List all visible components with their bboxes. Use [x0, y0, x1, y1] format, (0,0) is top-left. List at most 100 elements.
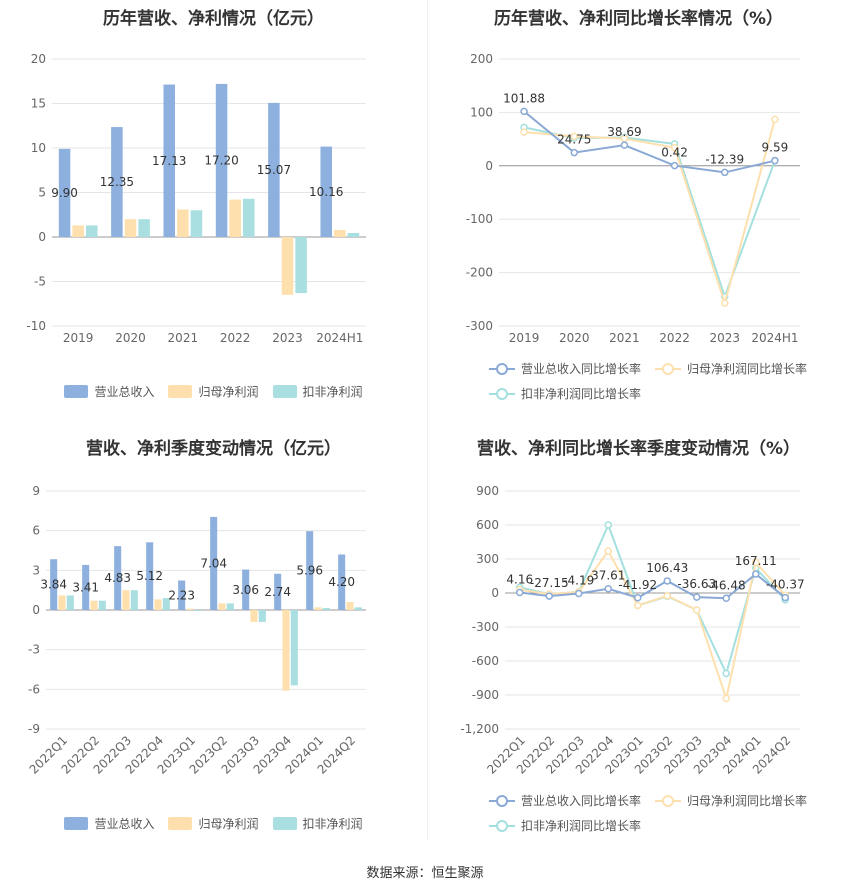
data-point: [721, 168, 729, 177]
legend-label: 归母净利润同比增长率: [687, 794, 808, 808]
y-tick-label: 9: [32, 484, 40, 498]
data-point: [663, 592, 671, 600]
data-point: [520, 128, 528, 136]
legend-item-deducted-profit[interactable]: 扣非净利润: [272, 383, 363, 400]
data-label: 0.42: [661, 146, 688, 160]
legend-item-revenue-yoy[interactable]: 营业总收入同比增长率: [489, 360, 641, 377]
y-tick-label: 0: [491, 586, 499, 600]
data-label: 3.41: [72, 580, 99, 594]
bar: [177, 209, 189, 237]
data-point: [604, 547, 612, 555]
bar: [295, 237, 307, 294]
bar: [268, 102, 280, 237]
data-point: [693, 606, 701, 614]
series-line: [523, 110, 776, 174]
bar: [338, 554, 346, 610]
bar: [58, 148, 71, 237]
legend-item-net-profit-yoy[interactable]: 归母净利润同比增长率: [655, 360, 807, 377]
bar: [347, 232, 360, 237]
data-label: 37.61: [591, 569, 625, 583]
x-tick-label: 2021: [168, 331, 199, 345]
bar: [162, 598, 170, 610]
bar: [72, 225, 84, 237]
quarterly-bar-chart: -9 -6 -3 0 3 6 9 3.84 3.41 4.83 5.12 2.23 7.04 3.06 2.…: [27, 484, 366, 777]
line-symbol: [489, 387, 515, 400]
legend-label: 营业总收入: [94, 385, 155, 399]
y-tick-label: -600: [472, 654, 499, 668]
y-tick-label: -6: [28, 682, 40, 696]
data-point: [663, 577, 671, 585]
bar: [98, 600, 106, 610]
data-point: [693, 593, 701, 601]
data-point: [722, 694, 730, 703]
legend-label: 扣非净利润同比增长率: [521, 387, 642, 401]
legend-item-net-profit-yoy[interactable]: 归母净利润同比增长率: [655, 792, 807, 809]
bar: [242, 569, 250, 610]
x-tick-label: 2019: [509, 331, 540, 345]
x-tick-label: 2023: [272, 331, 303, 345]
data-point: [575, 589, 583, 598]
data-label: 10.16: [309, 185, 343, 199]
y-tick-label: 5: [38, 186, 46, 200]
legend-item-deducted-yoy[interactable]: 扣非净利润同比增长率: [489, 817, 641, 834]
chart-title: 历年营收、净利情况（亿元）: [103, 9, 324, 29]
bar: [346, 602, 354, 610]
y-tick-label: 200: [470, 52, 493, 66]
data-label: -40.37: [766, 578, 805, 592]
data-label: -41.92: [618, 578, 657, 592]
legend-item-revenue[interactable]: 营业总收入: [64, 383, 154, 400]
legend-item-deducted-profit[interactable]: 扣非净利润: [272, 815, 363, 832]
swatch: [64, 385, 89, 398]
data-point: [781, 593, 789, 602]
data-label: 4.16: [506, 573, 533, 587]
bar: [82, 564, 90, 610]
data-point: [634, 594, 642, 602]
panel-divider: [427, 0, 428, 840]
legend-item-net-profit[interactable]: 归母净利润: [168, 815, 259, 832]
legend: 营业总收入 归母净利润 扣非净利润: [0, 383, 427, 408]
bar: [320, 146, 332, 237]
line-symbol: [655, 794, 682, 807]
bar: [354, 607, 362, 610]
bar: [66, 595, 74, 610]
series-line: [519, 522, 786, 677]
line-symbol: [489, 794, 515, 807]
data-point: [570, 148, 578, 157]
legend-item-revenue[interactable]: 营业总收入: [64, 815, 154, 832]
bar: [154, 599, 162, 610]
swatch: [168, 817, 193, 830]
series-line: [519, 572, 786, 600]
bar: [146, 542, 154, 610]
data-point: [752, 558, 760, 567]
bar: [250, 610, 258, 622]
bar: [194, 610, 202, 611]
y-tick-label: -5: [34, 275, 46, 289]
bar: [282, 610, 290, 691]
legend-item-deducted-yoy[interactable]: 扣非净利润同比增长率: [489, 385, 641, 402]
bar: [190, 210, 203, 237]
bar: [138, 219, 150, 237]
legend-label: 扣非净利润: [302, 817, 363, 831]
data-label: 9.90: [51, 186, 78, 200]
data-point: [670, 143, 679, 152]
line-symbol: [489, 819, 515, 832]
legend-label: 扣非净利润: [302, 385, 363, 399]
data-label: -27.15: [530, 576, 569, 590]
quarterly-yoy-line-chart: -1,200-900-600-30003006009004.16-27.15-4…: [460, 484, 805, 777]
y-tick-label: -900: [472, 688, 499, 702]
x-tick-label: 2020: [559, 331, 590, 345]
bar: [114, 546, 122, 610]
legend-item-net-profit[interactable]: 归母净利润: [168, 383, 259, 400]
legend-item-revenue-yoy[interactable]: 营业总收入同比增长率: [489, 792, 641, 809]
bar: [215, 83, 228, 237]
data-label: 101.88: [503, 91, 545, 105]
data-point: [670, 161, 679, 170]
data-label: 15.07: [257, 163, 291, 177]
bar: [243, 198, 255, 237]
x-tick-label: 2022: [220, 331, 251, 345]
legend-label: 归母净利润同比增长率: [687, 362, 808, 376]
data-label: 17.13: [152, 154, 186, 168]
legend-label: 营业总收入同比增长率: [521, 794, 642, 808]
quarterly-yoy-panel: 营收、净利同比增长率季度变动情况（%） -1,200 -900 -600 -300 0 3…: [427, 430, 850, 850]
bar: [229, 199, 241, 237]
